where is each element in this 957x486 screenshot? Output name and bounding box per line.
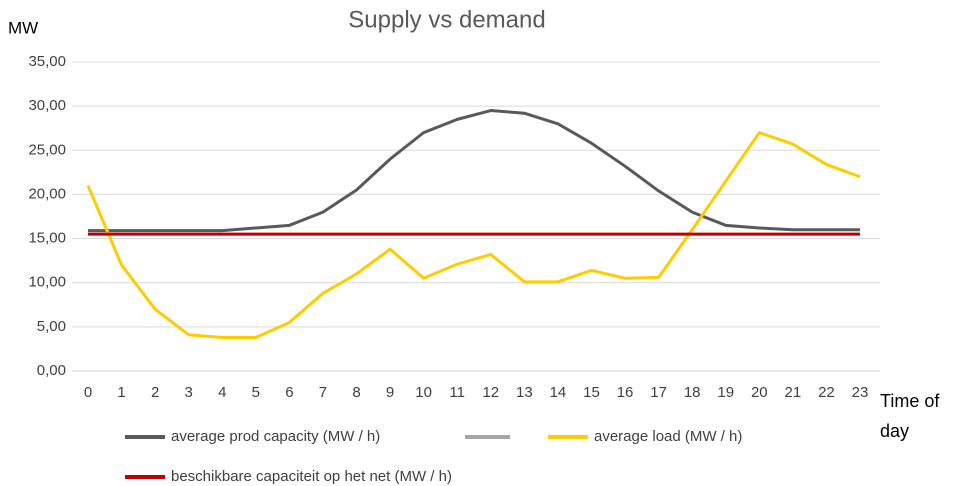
- x-tick-label: 14: [550, 384, 567, 401]
- y-axis-label: MW: [8, 18, 38, 37]
- x-tick-label: 6: [285, 384, 293, 401]
- legend-label: average prod capacity (MW / h): [171, 428, 380, 445]
- y-tick-label: 30,00: [28, 97, 66, 114]
- series-line: [86, 131, 861, 339]
- x-tick-label: 10: [415, 384, 432, 401]
- x-tick-label: 5: [252, 384, 260, 401]
- y-tick-label: 10,00: [28, 274, 66, 291]
- x-tick-label: 18: [684, 384, 701, 401]
- x-tick-label: 12: [482, 384, 499, 401]
- y-tick-label: 15,00: [28, 230, 66, 247]
- x-tick-label: 13: [516, 384, 533, 401]
- x-tick-label: 7: [319, 384, 327, 401]
- x-tick-label: 17: [650, 384, 667, 401]
- chart-title: Supply vs demand: [348, 6, 545, 33]
- x-tick-label: 3: [185, 384, 193, 401]
- series-line: [88, 109, 860, 233]
- x-tick-label: 2: [151, 384, 159, 401]
- x-tick-label: 8: [352, 384, 360, 401]
- x-tick-label: 19: [717, 384, 734, 401]
- x-tick-label: 11: [449, 384, 465, 401]
- y-tick-label: 25,00: [28, 141, 66, 158]
- x-tick-label: 9: [386, 384, 394, 401]
- x-tick-label: 1: [117, 384, 125, 401]
- x-tick-label: 15: [583, 384, 600, 401]
- legend-label: average load (MW / h): [594, 428, 742, 445]
- x-tick-label: 16: [617, 384, 634, 401]
- y-tick-label: 5,00: [37, 318, 66, 335]
- x-tick-label: 20: [751, 384, 768, 401]
- x-axis-label: Time of day: [880, 391, 940, 441]
- y-tick-label: 35,00: [28, 53, 66, 70]
- x-tick-label: 0: [84, 384, 92, 401]
- legend-label: beschikbare capaciteit op het net (MW / …: [171, 468, 452, 485]
- y-tick-label: 0,00: [37, 362, 66, 379]
- y-tick-label: 20,00: [28, 185, 66, 202]
- x-tick-label: 22: [818, 384, 835, 401]
- x-tick-label: 21: [785, 384, 802, 401]
- x-tick-label: 4: [218, 384, 226, 401]
- x-tick-label: 23: [852, 384, 869, 401]
